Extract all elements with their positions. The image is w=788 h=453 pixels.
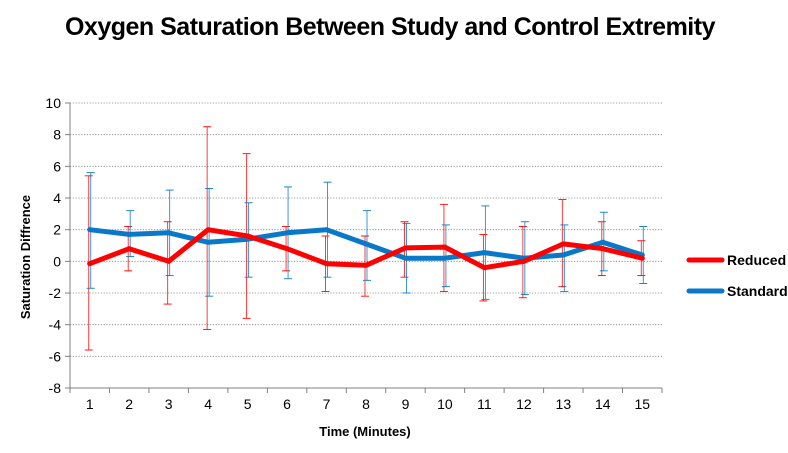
data-point-reduced (482, 265, 487, 271)
x-tick-label: 1 (86, 396, 94, 412)
data-point-reduced (403, 245, 408, 251)
x-tick-label: 15 (634, 396, 650, 412)
x-tick-label: 13 (556, 396, 572, 412)
y-tick-label: -6 (49, 348, 62, 364)
x-axis-label: Time (Minutes) (319, 424, 411, 439)
data-point-reduced (600, 246, 606, 252)
data-point-reduced (245, 233, 251, 239)
y-tick-label: -4 (49, 317, 62, 333)
chart-title: Oxygen Saturation Between Study and Cont… (64, 13, 716, 41)
x-tick-label: 11 (477, 396, 492, 412)
x-tick-label: 3 (165, 396, 173, 412)
x-tick-label: 14 (595, 396, 611, 412)
series-layer (87, 227, 645, 271)
data-point-standard (482, 250, 487, 256)
x-tick-label: 7 (323, 396, 331, 412)
y-axis-label: Saturation Diffrence (18, 195, 33, 319)
legend-label-reduced: Reduced (727, 252, 786, 268)
data-point-reduced (363, 262, 369, 268)
x-tick-label: 8 (362, 396, 370, 412)
x-tick-label: 2 (125, 396, 133, 412)
y-tick-label: -8 (49, 380, 62, 396)
data-point-standard (442, 255, 448, 261)
y-tick-label: 10 (45, 95, 61, 111)
x-tick-label: 5 (244, 396, 252, 412)
legend: Reduced Standard (686, 252, 788, 299)
x-tick-label: 12 (516, 396, 532, 412)
x-tick-label: 9 (402, 396, 410, 412)
y-tick-label: -2 (49, 285, 62, 301)
data-point-reduced (560, 241, 566, 247)
x-tick-label: 4 (204, 396, 212, 412)
data-point-reduced (639, 255, 645, 261)
data-point-standard (126, 232, 132, 237)
data-point-reduced (205, 227, 211, 233)
data-point-reduced (521, 258, 527, 264)
y-tick-label: 4 (53, 190, 61, 206)
data-point-reduced (442, 244, 448, 250)
y-tick-label: 8 (53, 127, 61, 143)
legend-label-standard: Standard (727, 283, 788, 299)
data-point-standard (205, 239, 211, 245)
data-point-standard (166, 230, 172, 236)
data-point-standard (600, 239, 606, 245)
y-tick-label: 6 (53, 158, 61, 174)
y-tick-label: 2 (53, 222, 61, 238)
grid-layer (70, 102, 662, 357)
x-tick-label: 10 (437, 396, 453, 412)
data-point-reduced (87, 261, 93, 267)
data-point-reduced (284, 246, 290, 252)
data-point-standard (403, 255, 408, 261)
axis-layer (65, 102, 663, 393)
data-point-standard (363, 241, 369, 247)
errorbar-layer (84, 126, 648, 351)
data-point-standard (560, 252, 566, 258)
y-tick-label: 0 (53, 253, 61, 269)
data-point-reduced (166, 258, 172, 264)
data-point-reduced (324, 261, 329, 267)
data-point-standard (324, 227, 329, 233)
x-tick-label: 6 (283, 396, 291, 412)
data-point-reduced (126, 246, 132, 252)
data-point-standard (284, 230, 290, 236)
data-point-standard (87, 227, 93, 233)
